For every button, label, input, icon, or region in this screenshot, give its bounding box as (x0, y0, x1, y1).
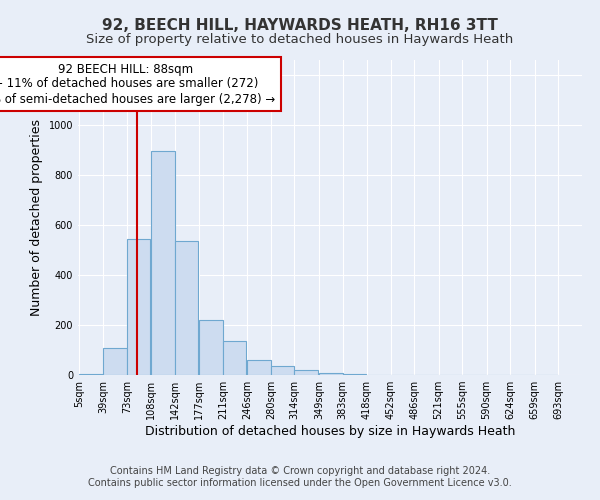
Bar (295, 370, 318, 375)
Bar (79, 374, 103, 375)
Bar (367, 374, 391, 375)
Text: 92, BEECH HILL, HAYWARDS HEATH, RH16 3TT: 92, BEECH HILL, HAYWARDS HEATH, RH16 3TT (102, 18, 498, 32)
Text: 92 BEECH HILL: 88sqm
← 11% of detached houses are smaller (272)
89% of semi-deta: 92 BEECH HILL: 88sqm ← 11% of detached h… (0, 62, 275, 106)
Y-axis label: Number of detached properties: Number of detached properties (30, 119, 43, 316)
Bar (103, 348, 127, 375)
Bar (343, 374, 366, 375)
X-axis label: Distribution of detached houses by size in Haywards Heath: Distribution of detached houses by size … (145, 425, 515, 438)
Bar (223, 341, 247, 375)
Text: Contains HM Land Registry data © Crown copyright and database right 2024.
Contai: Contains HM Land Registry data © Crown c… (88, 466, 512, 487)
Bar (247, 360, 271, 375)
Bar (319, 372, 343, 375)
Bar (199, 320, 223, 375)
Bar (271, 366, 295, 375)
Bar (151, 151, 175, 375)
Bar (175, 242, 199, 375)
Bar (127, 239, 151, 375)
Text: Size of property relative to detached houses in Haywards Heath: Size of property relative to detached ho… (86, 32, 514, 46)
